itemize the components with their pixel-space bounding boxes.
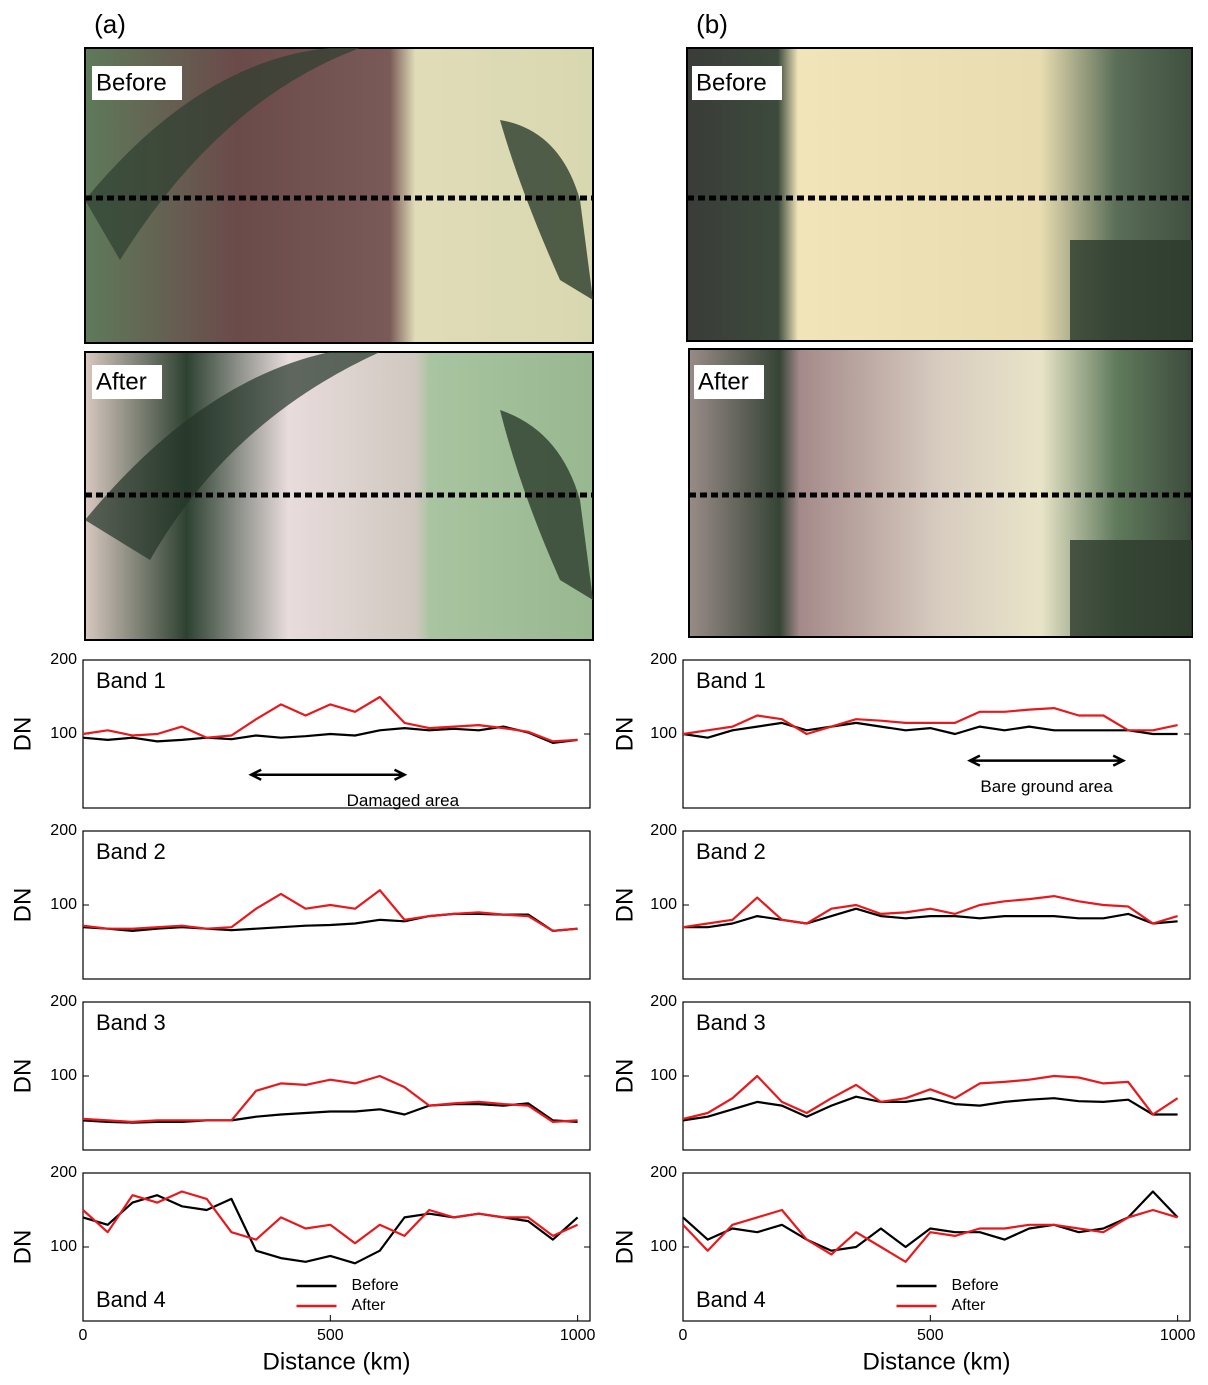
annotation-arrow <box>970 756 1123 766</box>
data-line <box>83 1195 578 1263</box>
y-tick-label: 200 <box>50 993 77 1010</box>
y-axis-label: DN <box>611 717 638 752</box>
legend-label: Before <box>952 1277 999 1294</box>
image-label: Before <box>696 69 767 96</box>
y-tick-label: 100 <box>650 1067 677 1084</box>
chart-title: Band 1 <box>696 668 766 693</box>
y-axis-label: DN <box>9 1059 36 1094</box>
y-tick-label: 100 <box>650 725 677 742</box>
image-label: Before <box>96 69 167 96</box>
chart-title: Band 2 <box>96 839 166 864</box>
photo-b-after <box>689 349 1192 637</box>
y-tick-label: 100 <box>650 1238 677 1255</box>
x-axis-label: Distance (km) <box>262 1348 410 1375</box>
data-line <box>683 1097 1178 1121</box>
panel-label: (b) <box>696 9 728 39</box>
data-line <box>683 896 1178 927</box>
y-axis-label: DN <box>611 1230 638 1265</box>
chart-title: Band 3 <box>696 1010 766 1035</box>
annotation: Bare ground area <box>980 777 1113 796</box>
panel-label: (a) <box>94 9 126 39</box>
image-label: After <box>96 368 147 395</box>
annotation: Damaged area <box>347 791 460 810</box>
y-tick-label: 100 <box>50 1238 77 1255</box>
y-tick-label: 200 <box>50 822 77 839</box>
data-line <box>83 1192 578 1244</box>
x-tick-label: 0 <box>79 1327 88 1344</box>
page: (a) (b) Before After Before After 100 200… <box>0 0 1208 1385</box>
x-tick-label: 500 <box>317 1327 344 1344</box>
y-axis-label: DN <box>9 1230 36 1265</box>
y-tick-label: 200 <box>650 651 677 668</box>
data-line <box>83 914 578 931</box>
data-line <box>683 1210 1178 1262</box>
annotation-arrow <box>251 770 404 780</box>
y-axis-label: DN <box>9 717 36 752</box>
y-tick-label: 100 <box>50 1067 77 1084</box>
y-tick-label: 100 <box>50 725 77 742</box>
y-tick-label: 100 <box>50 896 77 913</box>
y-tick-label: 200 <box>650 993 677 1010</box>
y-tick-label: 200 <box>650 822 677 839</box>
chart-title: Band 3 <box>96 1010 166 1035</box>
y-axis-label: DN <box>9 888 36 923</box>
x-tick-label: 1000 <box>560 1327 596 1344</box>
figure: (a) (b) Before After Before After 100 200… <box>0 0 1208 1380</box>
legend-label: Before <box>352 1277 399 1294</box>
chart-title: Band 2 <box>696 839 766 864</box>
y-tick-label: 200 <box>650 1164 677 1181</box>
legend-label: After <box>352 1297 386 1314</box>
data-line <box>683 1192 1178 1251</box>
data-line <box>683 909 1178 928</box>
image-label: After <box>698 368 749 395</box>
x-tick-label: 500 <box>917 1327 944 1344</box>
y-tick-label: 200 <box>50 651 77 668</box>
y-axis-label: DN <box>611 888 638 923</box>
chart-title: Band 1 <box>96 668 166 693</box>
chart-title: Band 4 <box>96 1287 166 1312</box>
x-tick-label: 0 <box>679 1327 688 1344</box>
data-line <box>683 723 1178 738</box>
x-axis-label: Distance (km) <box>862 1348 1010 1375</box>
y-axis-label: DN <box>611 1059 638 1094</box>
chart-title: Band 4 <box>696 1287 766 1312</box>
data-line <box>83 1076 578 1122</box>
legend-label: After <box>952 1297 986 1314</box>
y-tick-label: 100 <box>650 896 677 913</box>
y-tick-label: 200 <box>50 1164 77 1181</box>
x-tick-label: 1000 <box>1160 1327 1196 1344</box>
